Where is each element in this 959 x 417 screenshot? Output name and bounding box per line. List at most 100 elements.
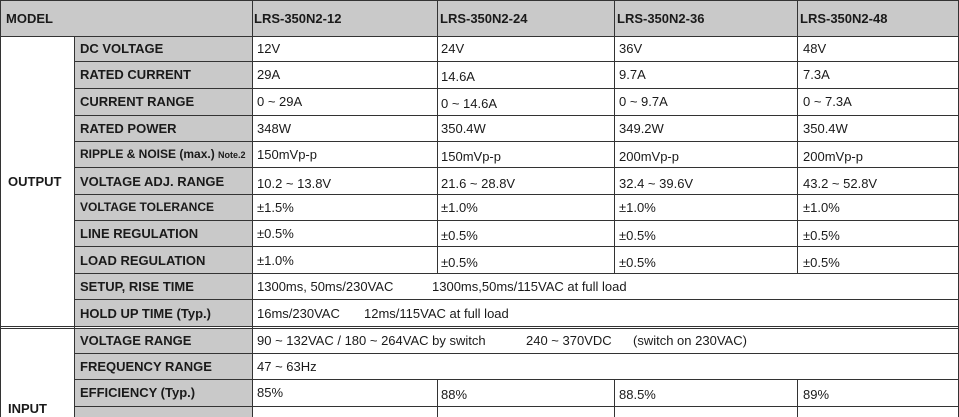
efficiency-3: 88.5% xyxy=(619,387,656,402)
row-label-voltage-range: VOLTAGE RANGE xyxy=(80,333,192,348)
line-regulation-1: ±0.5% xyxy=(257,226,294,241)
model-name-1: LRS-350N2-12 xyxy=(254,11,342,26)
voltage-tolerance-3: ±1.0% xyxy=(619,200,656,215)
row-label-line-regulation: LINE REGULATION xyxy=(80,226,199,241)
grid-line xyxy=(0,36,959,37)
load-regulation-2: ±0.5% xyxy=(441,255,478,270)
row-label-setup-rise-time: SETUP, RISE TIME xyxy=(80,279,194,294)
grid-line xyxy=(0,328,959,329)
grid-line xyxy=(74,61,959,62)
model-name-2: LRS-350N2-24 xyxy=(440,11,528,26)
voltage-adj-range-1: 10.2 ~ 13.8V xyxy=(257,176,332,191)
line-regulation-2: ±0.5% xyxy=(441,228,478,243)
grid-line xyxy=(74,36,75,417)
voltage-range-ac: 90 ~ 132VAC / 180 ~ 264VAC by switch xyxy=(257,333,486,348)
label-column-input xyxy=(74,328,252,417)
header-row xyxy=(0,0,959,36)
grid-line xyxy=(0,326,959,327)
row-label-voltage-adj-range: VOLTAGE ADJ. RANGE xyxy=(80,174,225,189)
ripple-noise-2: 150mVp-p xyxy=(441,149,501,164)
current-range-4: 0 ~ 7.3A xyxy=(803,94,852,109)
grid-line xyxy=(74,379,959,380)
voltage-adj-range-2: 21.6 ~ 28.8V xyxy=(441,176,516,191)
load-regulation-4: ±0.5% xyxy=(803,255,840,270)
row-label-efficiency: EFFICIENCY (Typ.) xyxy=(80,385,196,400)
rated-power-2: 350.4W xyxy=(441,121,486,136)
grid-line xyxy=(74,141,959,142)
load-regulation-1: ±1.0% xyxy=(257,253,294,268)
dc-voltage-1: 12V xyxy=(257,41,281,56)
grid-line xyxy=(437,379,438,417)
grid-line xyxy=(74,353,959,354)
grid-line xyxy=(797,0,798,274)
grid-line xyxy=(74,194,959,195)
rated-current-1: 29A xyxy=(257,67,281,82)
ripple-noise-1: 150mVp-p xyxy=(257,147,317,162)
rated-power-3: 349.2W xyxy=(619,121,664,136)
rated-power-1: 348W xyxy=(257,121,291,136)
row-label-load-regulation: LOAD REGULATION xyxy=(80,253,206,268)
efficiency-1: 85% xyxy=(257,385,284,400)
row-label-dc-voltage: DC VOLTAGE xyxy=(80,41,164,56)
ripple-noise-3: 200mVp-p xyxy=(619,149,679,164)
setup-rise-time-115: 1300ms,50ms/115VAC at full load xyxy=(432,279,627,294)
row-label-rated-power: RATED POWER xyxy=(80,121,177,136)
grid-line xyxy=(74,246,959,247)
grid-line xyxy=(74,88,959,89)
grid-line xyxy=(74,299,959,300)
model-header: MODEL xyxy=(6,11,53,26)
load-regulation-3: ±0.5% xyxy=(619,255,656,270)
ripple-noise-label: RIPPLE & NOISE (max.) xyxy=(80,147,215,161)
voltage-adj-range-3: 32.4 ~ 39.6V xyxy=(619,176,694,191)
grid-line xyxy=(797,379,798,417)
hold-up-time-230: 16ms/230VAC xyxy=(257,306,340,321)
voltage-range-switch-note: (switch on 230VAC) xyxy=(633,333,747,348)
grid-line xyxy=(614,379,615,417)
efficiency-4: 89% xyxy=(803,387,830,402)
grid-line xyxy=(74,167,959,168)
voltage-tolerance-1: ±1.5% xyxy=(257,200,294,215)
grid-line xyxy=(74,115,959,116)
grid-line xyxy=(74,273,959,274)
voltage-adj-range-4: 43.2 ~ 52.8V xyxy=(803,176,878,191)
dc-voltage-2: 24V xyxy=(441,41,465,56)
dc-voltage-4: 48V xyxy=(803,41,827,56)
label-column-output xyxy=(74,36,252,326)
ripple-noise-4: 200mVp-p xyxy=(803,149,863,164)
current-range-3: 0 ~ 9.7A xyxy=(619,94,668,109)
voltage-tolerance-4: ±1.0% xyxy=(803,200,840,215)
grid-line xyxy=(0,0,959,1)
frequency-range-value: 47 ~ 63Hz xyxy=(257,359,317,374)
row-label-rated-current: RATED CURRENT xyxy=(80,67,191,82)
input-group-label: INPUT xyxy=(8,401,47,416)
dc-voltage-3: 36V xyxy=(619,41,643,56)
rated-current-3: 9.7A xyxy=(619,67,646,82)
voltage-range-dc: 240 ~ 370VDC xyxy=(526,333,612,348)
row-label-frequency-range: FREQUENCY RANGE xyxy=(80,359,212,374)
line-regulation-3: ±0.5% xyxy=(619,228,656,243)
voltage-tolerance-2: ±1.0% xyxy=(441,200,478,215)
row-label-voltage-tolerance: VOLTAGE TOLERANCE xyxy=(80,200,215,214)
rated-current-4: 7.3A xyxy=(803,67,830,82)
row-label-ripple-noise: RIPPLE & NOISE (max.) Note.2 xyxy=(80,148,246,160)
grid-line xyxy=(437,0,438,274)
grid-line xyxy=(74,220,959,221)
current-range-1: 0 ~ 29A xyxy=(257,94,303,109)
hold-up-time-115: 12ms/115VAC at full load xyxy=(364,306,509,321)
rated-current-2: 14.6A xyxy=(441,69,475,84)
grid-line xyxy=(252,0,253,417)
grid-line xyxy=(614,0,615,274)
rated-power-4: 350.4W xyxy=(803,121,848,136)
row-label-current-range: CURRENT RANGE xyxy=(80,94,195,109)
setup-rise-time-230: 1300ms, 50ms/230VAC xyxy=(257,279,394,294)
grid-line xyxy=(0,0,1,417)
current-range-2: 0 ~ 14.6A xyxy=(441,96,498,111)
output-group-label: OUTPUT xyxy=(8,174,62,189)
model-name-3: LRS-350N2-36 xyxy=(617,11,705,26)
model-name-4: LRS-350N2-48 xyxy=(800,11,888,26)
row-label-hold-up-time: HOLD UP TIME (Typ.) xyxy=(80,306,211,321)
efficiency-2: 88% xyxy=(441,387,468,402)
ripple-noise-note: Note.2 xyxy=(218,150,246,160)
line-regulation-4: ±0.5% xyxy=(803,228,840,243)
grid-line xyxy=(74,406,959,407)
